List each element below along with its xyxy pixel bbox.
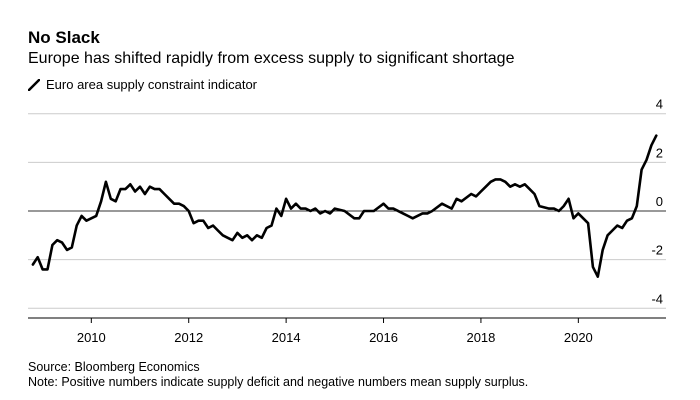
y-tick-label: -2	[651, 243, 663, 258]
source-note: Source: Bloomberg Economics	[28, 360, 200, 374]
chart-subtitle: Europe has shifted rapidly from excess s…	[28, 50, 515, 67]
y-tick-label: 2	[656, 145, 663, 160]
legend: Euro area supply constraint indicator	[28, 77, 257, 92]
footnote: Note: Positive numbers indicate supply d…	[28, 375, 529, 389]
series-line	[31, 134, 658, 279]
x-tick-label: 2010	[77, 330, 106, 345]
x-tick-label: 2014	[272, 330, 301, 345]
legend-line-icon	[28, 78, 40, 91]
chart-title: No Slack	[28, 28, 100, 47]
y-tick-label: -4	[651, 291, 663, 306]
x-tick-label: 2012	[174, 330, 203, 345]
x-tick-label: 2020	[564, 330, 593, 345]
legend-label: Euro area supply constraint indicator	[46, 77, 258, 92]
y-tick-label: 0	[656, 194, 663, 209]
x-tick-label: 2016	[369, 330, 398, 345]
x-tick-label: 2018	[466, 330, 495, 345]
y-tick-label: 4	[656, 97, 663, 112]
